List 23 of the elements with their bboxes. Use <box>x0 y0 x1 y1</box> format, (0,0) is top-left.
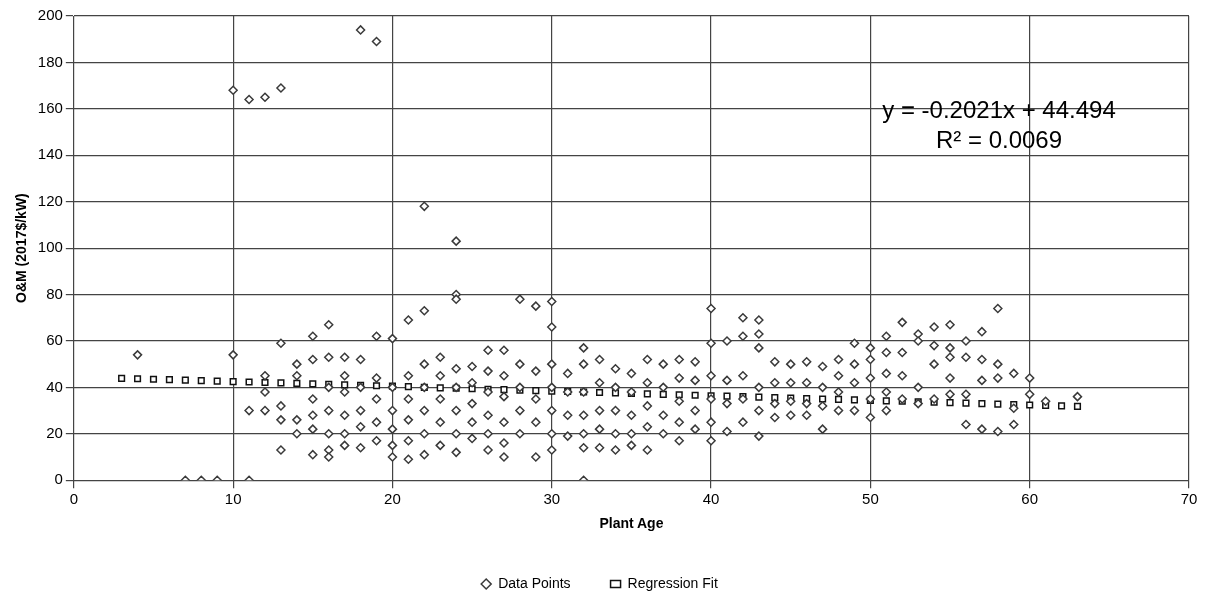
y-tick-label: 0 <box>54 470 63 488</box>
x-tick-label: 20 <box>384 490 401 508</box>
x-tick-label: 60 <box>1021 490 1039 508</box>
y-tick-label: 60 <box>46 331 63 349</box>
x-tick-label: 10 <box>224 490 242 508</box>
x-axis-title: Plant Age <box>599 515 664 532</box>
y-tick-label: 120 <box>37 191 63 209</box>
x-tick-label: 30 <box>543 490 561 508</box>
y-tick-label: 140 <box>37 145 63 163</box>
y-tick-label: 20 <box>46 423 63 441</box>
x-tick-label: 0 <box>69 490 78 508</box>
y-tick-label: 80 <box>46 284 63 302</box>
y-tick-label: 100 <box>37 238 63 256</box>
legend-label: Regression Fit <box>627 574 718 591</box>
x-tick-label: 40 <box>702 490 720 508</box>
x-tick-label: 50 <box>862 490 879 508</box>
y-tick-label: 200 <box>37 6 63 24</box>
y-tick-label: 160 <box>37 98 63 116</box>
y-tick-label: 180 <box>37 52 63 70</box>
legend-label: Data Points <box>498 574 571 591</box>
y-axis-title: O&M (2017$/kW) <box>13 193 30 303</box>
y-tick-label: 40 <box>46 377 63 395</box>
x-tick-label: 70 <box>1180 490 1198 508</box>
